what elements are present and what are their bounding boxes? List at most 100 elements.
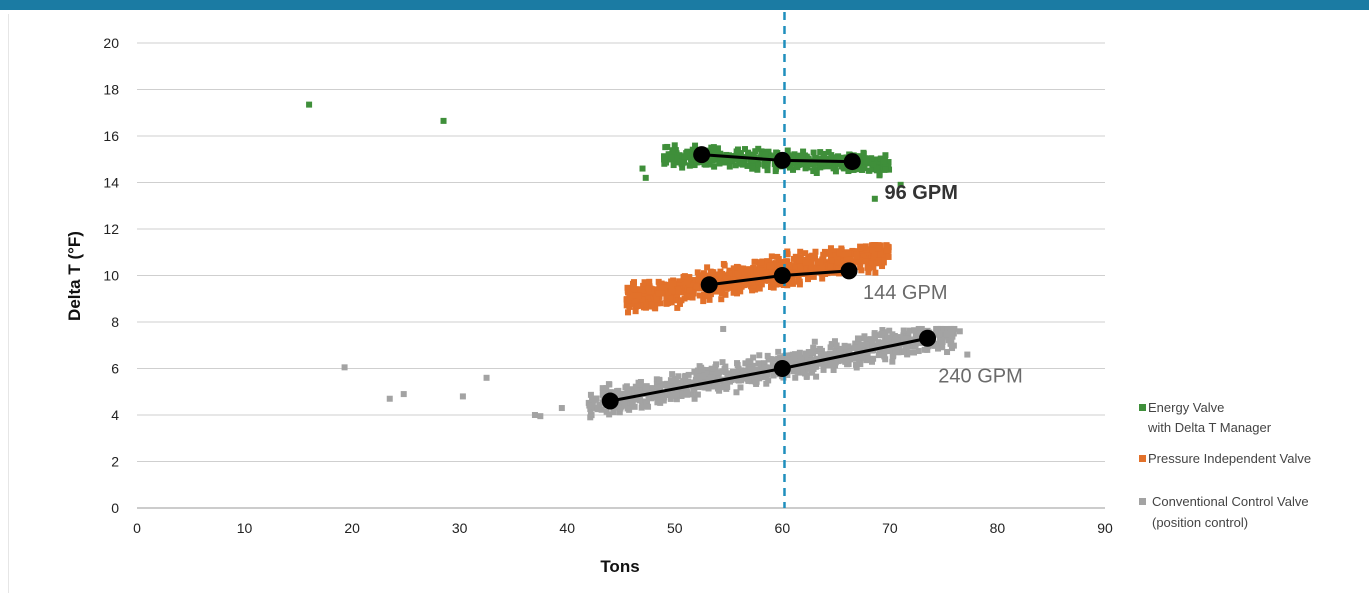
data-point	[806, 273, 813, 280]
legend-label-energy-line2: with Delta T Manager	[1147, 420, 1272, 435]
data-point	[606, 411, 613, 418]
data-point	[856, 257, 863, 264]
data-point	[796, 278, 803, 285]
data-point	[765, 277, 772, 284]
data-point	[587, 414, 594, 421]
data-point	[792, 160, 799, 167]
data-point	[643, 400, 650, 407]
data-point	[805, 156, 812, 163]
data-point	[654, 391, 661, 398]
data-point	[591, 404, 598, 411]
data-point	[910, 349, 917, 356]
data-point	[935, 345, 942, 352]
data-point	[675, 297, 682, 304]
data-point	[683, 386, 690, 393]
data-point	[679, 390, 686, 397]
data-point	[625, 298, 632, 305]
x-tick-label: 80	[990, 520, 1006, 536]
data-point	[810, 168, 817, 175]
y-tick-label: 18	[103, 82, 119, 98]
data-point	[676, 300, 683, 307]
legend-label-conventional-line1: Conventional Control Valve	[1152, 494, 1309, 509]
data-point	[797, 248, 804, 255]
data-point	[857, 243, 864, 250]
data-point	[698, 364, 705, 371]
data-point	[876, 172, 883, 179]
y-axis-title: Delta T (°F)	[65, 231, 84, 321]
data-point	[817, 345, 824, 352]
data-point	[838, 357, 845, 364]
trend-marker	[919, 329, 937, 347]
data-point	[741, 146, 748, 153]
data-point	[689, 146, 696, 153]
y-tick-label: 4	[111, 407, 119, 423]
data-point	[668, 288, 675, 295]
data-point	[764, 352, 771, 359]
data-point	[817, 149, 824, 156]
trend-marker	[773, 360, 791, 377]
data-point	[688, 391, 695, 398]
y-tick-label: 10	[103, 268, 119, 284]
data-point	[752, 161, 759, 168]
data-point	[711, 383, 718, 390]
data-point	[752, 148, 759, 155]
data-point	[936, 331, 943, 338]
data-point	[772, 165, 779, 172]
data-point	[755, 278, 762, 285]
data-point	[718, 384, 725, 391]
y-tick-label: 6	[111, 361, 119, 377]
data-point	[716, 271, 723, 278]
data-point	[709, 157, 716, 164]
data-point	[853, 361, 860, 368]
data-point	[802, 250, 809, 257]
data-point	[749, 287, 756, 294]
data-point	[648, 385, 655, 392]
data-point	[821, 154, 828, 161]
legend: Energy Valve with Delta T Manager Pressu…	[1139, 400, 1311, 530]
data-point	[861, 244, 868, 251]
data-point	[825, 156, 832, 163]
data-point	[733, 389, 740, 396]
data-point	[799, 161, 806, 168]
data-point	[871, 251, 878, 258]
data-point	[592, 395, 599, 402]
data-point	[826, 159, 833, 166]
data-point	[838, 245, 845, 252]
data-point	[820, 159, 827, 166]
data-point	[636, 381, 643, 388]
data-point	[820, 251, 827, 258]
data-point	[710, 150, 717, 157]
data-point	[699, 383, 706, 390]
data-point	[700, 270, 707, 277]
data-point	[802, 350, 809, 357]
data-point	[700, 293, 707, 300]
data-point	[758, 270, 765, 277]
data-point	[784, 282, 791, 289]
data-point-outlier	[306, 101, 313, 108]
data-point	[835, 266, 842, 273]
data-point	[679, 164, 686, 171]
data-point	[746, 358, 753, 365]
data-point	[794, 368, 801, 375]
data-point	[853, 353, 860, 360]
data-point	[629, 400, 636, 407]
data-point	[855, 347, 862, 354]
data-point	[742, 275, 749, 282]
data-point	[762, 151, 769, 158]
data-point	[808, 264, 815, 271]
data-point	[814, 259, 821, 266]
data-point	[778, 281, 785, 288]
data-point	[768, 263, 775, 270]
data-point	[847, 256, 854, 263]
data-point	[829, 257, 836, 264]
data-point	[624, 405, 631, 412]
data-point	[900, 332, 907, 339]
data-point	[694, 367, 701, 374]
data-point	[638, 404, 645, 411]
trend-marker	[601, 392, 619, 410]
annotation-240-gpm: 240 GPM	[938, 365, 1022, 387]
data-point	[893, 349, 900, 356]
data-point	[821, 150, 828, 157]
data-point	[691, 368, 698, 375]
data-point	[754, 166, 761, 173]
